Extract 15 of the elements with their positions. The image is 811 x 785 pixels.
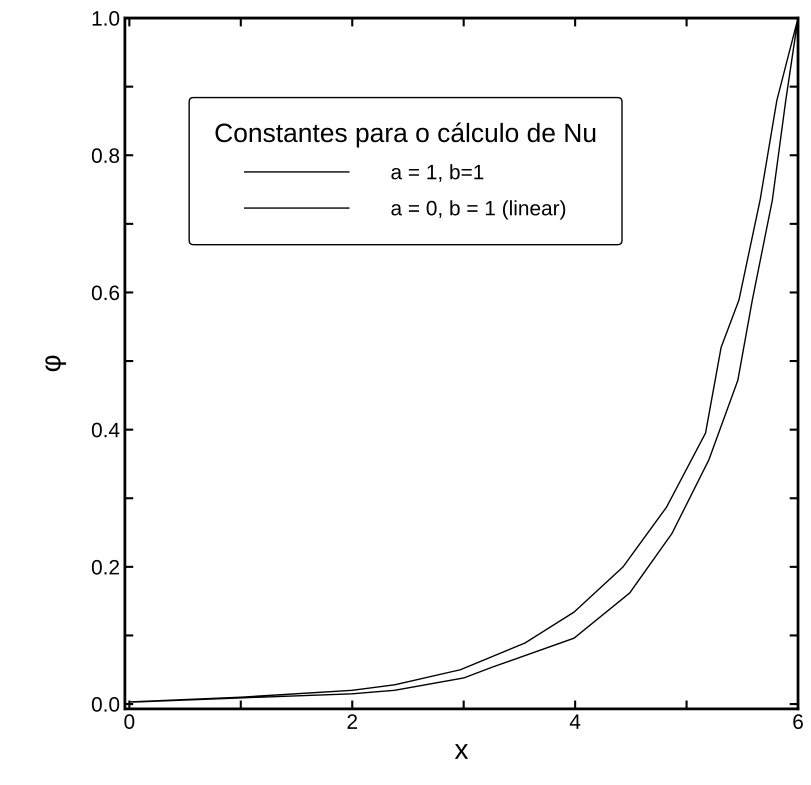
y-tick-label: 0.8 xyxy=(92,148,120,164)
x-tick-label: 4 xyxy=(570,714,580,729)
legend-label: a = 1, b=1 xyxy=(391,164,484,182)
legend-label: a = 0, b = 1 (linear) xyxy=(391,200,566,220)
x-tick-label: 0 xyxy=(124,714,134,730)
y-tick-label: 0.4 xyxy=(92,422,120,438)
y-tick-label: 0.6 xyxy=(92,285,120,300)
x-axis-title: x xyxy=(454,744,468,759)
y-axis-title: φ xyxy=(45,356,66,372)
y-tick-label: 0.2 xyxy=(92,560,119,575)
text: 1.0 xyxy=(92,11,120,26)
x-tick-label: 2 xyxy=(348,714,357,729)
x-tick-label: 6 xyxy=(793,714,803,730)
legend-title: Constantes para o cálculo de Nu xyxy=(216,122,596,148)
text: 0.0 xyxy=(92,697,120,712)
